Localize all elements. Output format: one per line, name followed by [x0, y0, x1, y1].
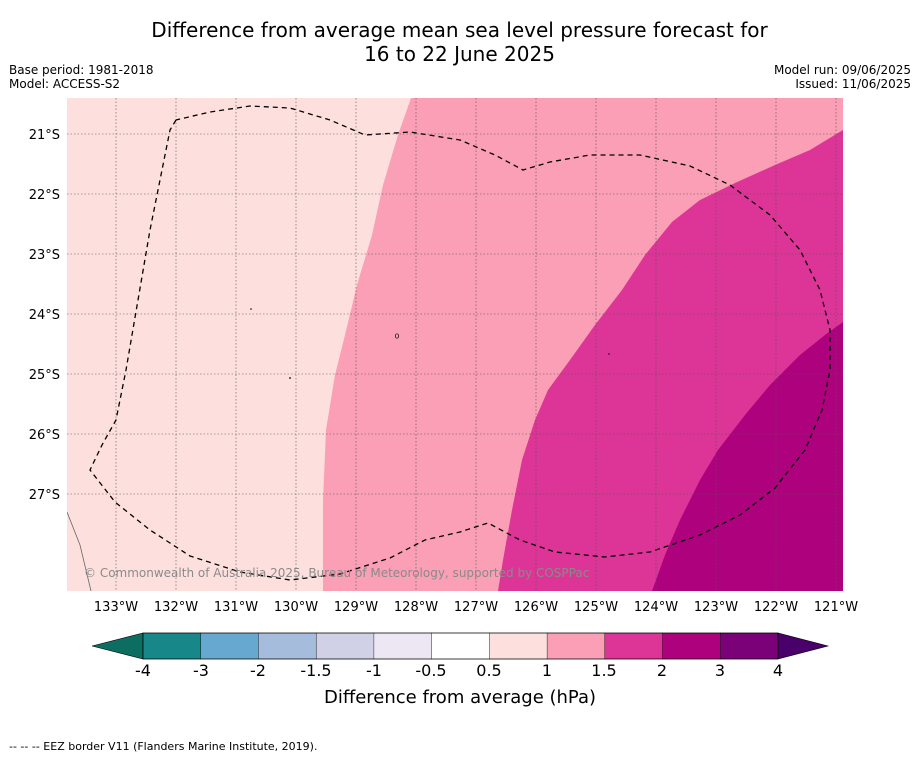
lon-label: 130°W [274, 600, 318, 615]
island-marker [289, 377, 291, 379]
lon-label: 122°W [754, 600, 798, 615]
title-line-2: 16 to 22 June 2025 [364, 42, 555, 66]
colorbar-tick-label: 0.5 [476, 661, 501, 680]
lat-label: 21°S [29, 128, 60, 143]
colorbar-tick-label: 1.5 [591, 661, 616, 680]
lat-label: 22°S [29, 188, 60, 203]
lon-label: 128°W [394, 600, 438, 615]
lat-label: 24°S [29, 308, 60, 323]
lon-label: 131°W [214, 600, 258, 615]
colorbar-tick-label: 1 [542, 661, 552, 680]
lon-label: 126°W [514, 600, 558, 615]
lon-label: 123°W [694, 600, 738, 615]
lon-label: 127°W [454, 600, 498, 615]
colorbar-frame [142, 632, 779, 660]
colorbar-tick-label: -2 [250, 661, 266, 680]
colorbar-cells [142, 632, 779, 660]
lat-label: 23°S [29, 248, 60, 263]
colorbar-tick-labels: -4 -3 -2 -1.5 -1 -0.5 0.5 1 1.5 2 3 4 [135, 661, 783, 680]
colorbar-tick-label: -3 [193, 661, 209, 680]
colorbar-cell [720, 632, 779, 660]
model-name: Model: ACCESS-S2 [9, 77, 121, 91]
lon-label: 121°W [814, 600, 858, 615]
title-line-1: Difference from average mean sea level p… [151, 18, 768, 42]
lon-label: 125°W [574, 600, 618, 615]
lat-label: 26°S [29, 428, 60, 443]
colorbar-cell [258, 632, 317, 660]
colorbar-tick-label: 4 [773, 661, 783, 680]
meta-left: Base period: 1981-2018 Model: ACCESS-S2 [9, 63, 154, 91]
colorbar-cell [200, 632, 259, 660]
colorbar-tick-label: 2 [657, 661, 667, 680]
colorbar-under-arrow [91, 632, 144, 660]
meta-right: Model run: 09/06/2025 Issued: 11/06/2025 [774, 63, 911, 91]
coastline-edge [67, 511, 92, 591]
colorbar-cell [604, 632, 664, 660]
lat-axis-labels: 21°S 22°S 23°S 24°S 25°S 26°S 27°S [29, 128, 60, 503]
colorbar: -4 -3 -2 -1.5 -1 -0.5 0.5 1 1.5 2 3 4 Di… [91, 632, 830, 708]
colorbar-tick-label: -4 [135, 661, 151, 680]
chart-title: Difference from average mean sea level p… [0, 18, 919, 66]
colorbar-tick-label: -1 [366, 661, 382, 680]
map-gridlines [67, 98, 843, 591]
lon-label: 129°W [334, 600, 378, 615]
lon-axis-labels: 133°W 132°W 131°W 130°W 129°W 128°W 127°… [94, 600, 858, 615]
lon-label: 132°W [154, 600, 198, 615]
colorbar-title: Difference from average (hPa) [324, 687, 596, 708]
colorbar-tick-label: -0.5 [415, 661, 446, 680]
lat-label: 25°S [29, 368, 60, 383]
colorbar-cell [546, 632, 606, 660]
colorbar-cell [489, 632, 548, 660]
eez-legend: -- -- -- EEZ border V11 (Flanders Marine… [9, 740, 318, 753]
colorbar-cell [431, 632, 490, 660]
island-marker [250, 308, 252, 310]
island-marker [395, 333, 399, 339]
island-marker [608, 353, 610, 355]
zone-2-to-3 [652, 322, 843, 591]
colorbar-cell [142, 632, 202, 660]
issued-date: Issued: 11/06/2025 [795, 77, 911, 91]
lon-label: 124°W [634, 600, 678, 615]
colorbar-cell [373, 632, 433, 660]
colorbar-over-arrow [777, 632, 830, 660]
colorbar-cell [662, 632, 721, 660]
base-period: Base period: 1981-2018 [9, 63, 154, 77]
map-plot-area: © Commonwealth of Australia 2025, Bureau… [67, 98, 843, 591]
colorbar-tick-label: 3 [715, 661, 725, 680]
colorbar-cell [315, 632, 375, 660]
lat-label: 27°S [29, 488, 60, 503]
copyright-text: © Commonwealth of Australia 2025, Bureau… [84, 566, 589, 580]
lon-label: 133°W [94, 600, 138, 615]
model-run: Model run: 09/06/2025 [773, 63, 911, 77]
colorbar-tick-label: -1.5 [300, 661, 331, 680]
